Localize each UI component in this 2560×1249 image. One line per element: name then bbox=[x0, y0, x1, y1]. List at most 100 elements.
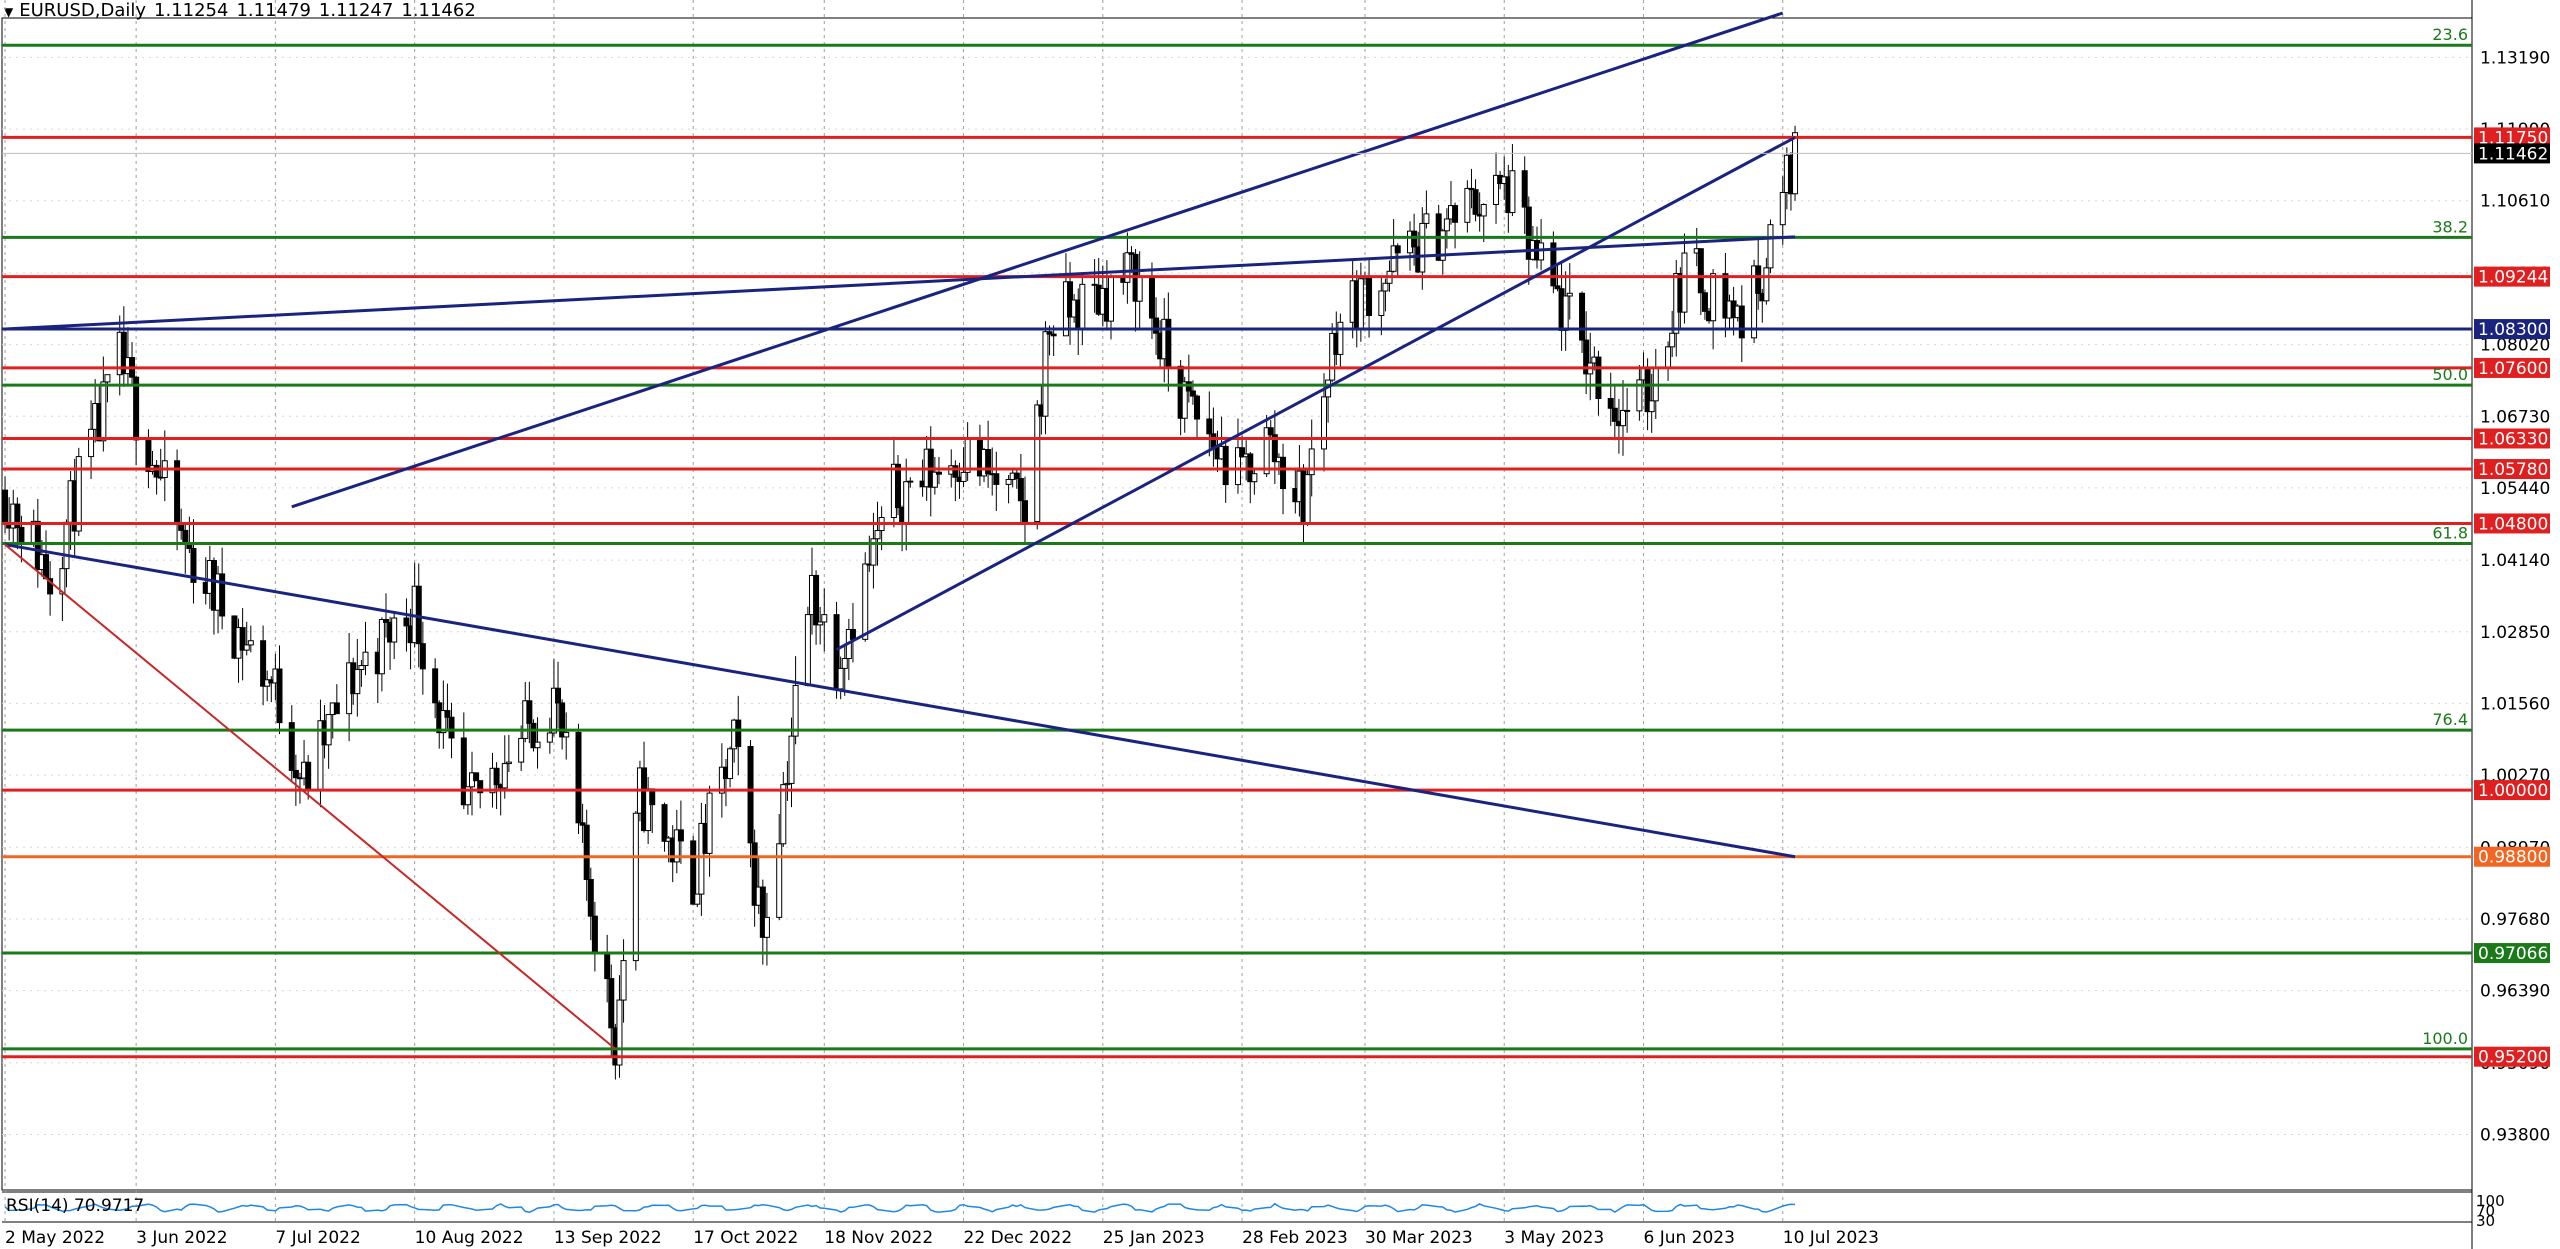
candle-bull bbox=[243, 644, 250, 651]
candle-bull bbox=[817, 621, 824, 626]
current-price-label: 1.11462 bbox=[2478, 144, 2548, 164]
rsi-scale-label: 30 bbox=[2476, 1212, 2495, 1230]
level-price-box bbox=[2474, 127, 2550, 148]
candle-bear bbox=[661, 804, 668, 842]
candle-bull bbox=[1636, 379, 1643, 412]
candle-bull bbox=[1181, 381, 1188, 419]
candle-bear bbox=[1153, 317, 1160, 334]
candle-bull bbox=[1234, 447, 1241, 486]
candle-bull bbox=[837, 667, 844, 690]
dropdown-triangle-icon[interactable]: ▼ bbox=[4, 5, 14, 19]
candle-bull bbox=[632, 812, 639, 962]
rsi-scale-label: 100 bbox=[2476, 1192, 2505, 1210]
candle-bull bbox=[870, 538, 877, 566]
candle-bull bbox=[931, 471, 938, 488]
candle-bear bbox=[1697, 248, 1704, 294]
candle-bull bbox=[1443, 218, 1450, 232]
candle-bull bbox=[694, 893, 701, 905]
candle-bear bbox=[747, 746, 754, 844]
candle-bear bbox=[1194, 395, 1201, 420]
candle-bear bbox=[120, 331, 127, 375]
candle-bull bbox=[354, 669, 361, 695]
candle-bear bbox=[43, 554, 50, 580]
candle-bear bbox=[1394, 245, 1401, 254]
candle-bear bbox=[473, 772, 480, 782]
candle-bull bbox=[391, 617, 398, 643]
level-price-box bbox=[2474, 357, 2550, 378]
fib-level-label: 100.0 bbox=[2422, 1029, 2468, 1048]
candle-bull bbox=[673, 829, 680, 863]
candle-bull bbox=[1419, 222, 1426, 273]
candle-bear bbox=[333, 702, 340, 715]
candle-bear bbox=[1148, 275, 1155, 319]
level-price-box bbox=[2474, 943, 2550, 964]
level-price-box bbox=[2474, 428, 2550, 449]
candle-bull bbox=[718, 766, 725, 794]
candle-bear bbox=[1738, 305, 1745, 339]
high-value: 1.11479 bbox=[236, 0, 311, 21]
x-tick-label: 25 Jan 2023 bbox=[1103, 1228, 1205, 1248]
candle-bear bbox=[305, 761, 312, 791]
fib-level-label: 61.8 bbox=[2432, 523, 2468, 542]
candle-bull bbox=[546, 732, 553, 743]
candle-bear bbox=[813, 574, 820, 626]
candle-bull bbox=[505, 761, 512, 765]
x-tick-label: 2 May 2022 bbox=[5, 1228, 105, 1248]
y-tick-label: 1.08020 bbox=[2480, 336, 2550, 356]
candle-bear bbox=[604, 951, 611, 980]
candle-bull bbox=[563, 731, 570, 738]
close-value: 1.11462 bbox=[401, 0, 476, 21]
candle-bull bbox=[862, 563, 869, 640]
candle-bull bbox=[784, 782, 791, 786]
candle-bear bbox=[219, 573, 226, 617]
candle-bear bbox=[1189, 390, 1196, 397]
candle-bear bbox=[677, 829, 684, 842]
candle-bull bbox=[1005, 478, 1012, 485]
candle-bull bbox=[960, 471, 967, 482]
candle-bull bbox=[1251, 473, 1258, 483]
y-tick-label: 0.93800 bbox=[2480, 1125, 2550, 1145]
level-price-box bbox=[2474, 266, 2550, 287]
level-price-label: 1.07600 bbox=[2478, 359, 2548, 379]
candle-bull bbox=[1320, 396, 1327, 450]
candle-bear bbox=[1624, 409, 1631, 412]
y-tick-label: 1.06730 bbox=[2480, 407, 2550, 427]
candle-bear bbox=[895, 463, 901, 509]
candle-bear bbox=[382, 619, 389, 623]
candle-bear bbox=[47, 578, 54, 595]
candle-bear bbox=[985, 449, 992, 475]
trendline bbox=[4, 543, 1796, 859]
candle-bull bbox=[1378, 290, 1385, 316]
x-tick-label: 3 May 2023 bbox=[1504, 1228, 1604, 1248]
x-tick-label: 7 Jul 2022 bbox=[275, 1228, 360, 1248]
level-price-label: 1.04800 bbox=[2478, 514, 2548, 534]
candle-bear bbox=[608, 978, 615, 1029]
candle-bull bbox=[501, 763, 508, 789]
candle-bear bbox=[1021, 500, 1028, 523]
candle-bear bbox=[292, 769, 299, 779]
candle-bear bbox=[1239, 447, 1246, 458]
x-tick-label: 13 Sep 2022 bbox=[554, 1228, 662, 1248]
candle-bear bbox=[1222, 445, 1229, 486]
x-tick-label: 22 Dec 2022 bbox=[964, 1228, 1073, 1248]
candle-bull bbox=[1665, 346, 1672, 369]
candle-bull bbox=[1509, 170, 1516, 214]
candle-bear bbox=[477, 780, 484, 794]
candle-bear bbox=[575, 731, 582, 824]
y-tick-label: 0.96390 bbox=[2480, 982, 2550, 1002]
candle-bear bbox=[690, 840, 697, 905]
candle-bull bbox=[841, 658, 848, 669]
candle-bull bbox=[358, 665, 365, 671]
candle-bear bbox=[186, 543, 193, 550]
trendline bbox=[835, 136, 1796, 651]
y-tick-label: 0.97680 bbox=[2480, 910, 2550, 930]
candle-bull bbox=[1562, 295, 1569, 331]
candle-bear bbox=[526, 700, 533, 724]
candle-bear bbox=[260, 640, 267, 687]
candle-bull bbox=[534, 741, 541, 749]
candle-bull bbox=[620, 960, 627, 1001]
candle-bear bbox=[1611, 407, 1618, 422]
fib-level-label: 76.4 bbox=[2432, 710, 2468, 729]
